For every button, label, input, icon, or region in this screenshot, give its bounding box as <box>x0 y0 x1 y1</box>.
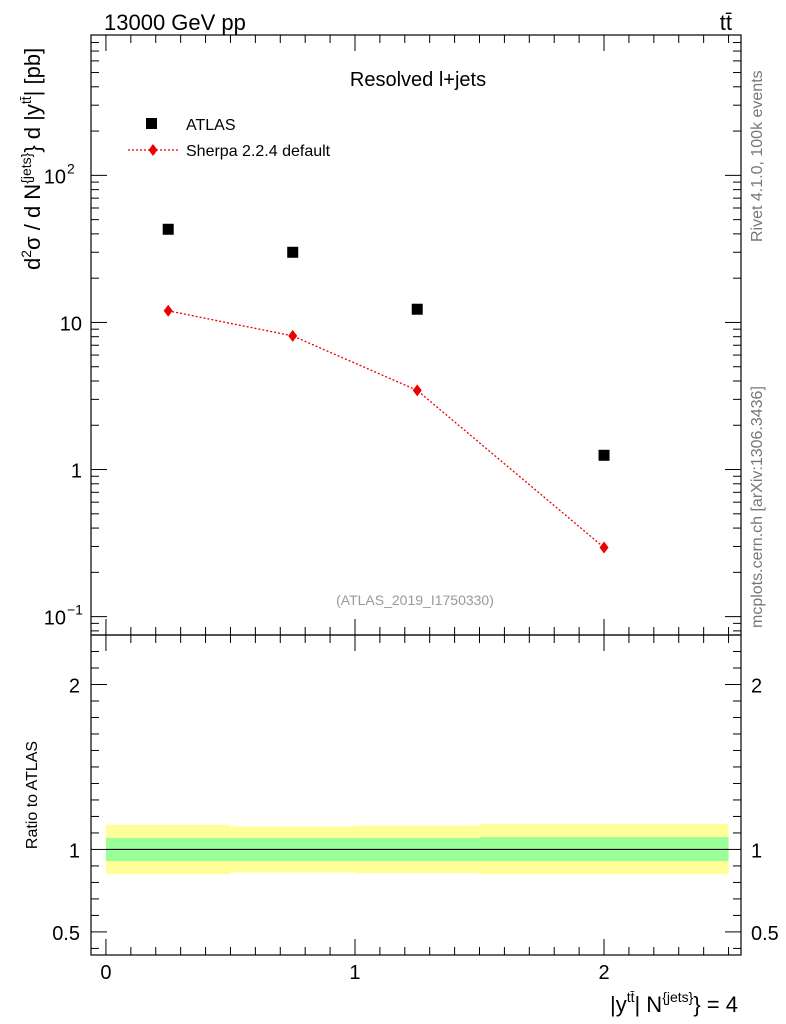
plot-title: Resolved l+jets <box>350 69 486 91</box>
x-tick-label: 1 <box>349 962 360 984</box>
sherpa-point <box>412 384 422 397</box>
energy-label: 13000 GeV pp <box>104 10 246 35</box>
x-tick-label: 0 <box>100 962 111 984</box>
legend-atlas-marker <box>146 118 157 129</box>
mcplots-label: mcplots.cern.ch [arXiv:1306.3436] <box>749 386 766 628</box>
upper-y-axis-label: d2σ / d N{jets}} d |ytt̄| [pb] <box>18 48 45 270</box>
ratio-bands <box>105 823 729 875</box>
lower-y-tick-label: 1 <box>69 840 80 862</box>
x-axis-label: |ytt̄| N{jets}} = 4 <box>610 989 738 1017</box>
sherpa-point <box>288 329 298 342</box>
ratio-y-axis-label: Ratio to ATLAS <box>24 741 41 849</box>
upper-data-marks <box>162 223 610 554</box>
ratio-plot-panel: 0.5 0.5 1 1 2 2 0 1 2 Ratio to ATLAS |ytt̄| N{je… <box>24 634 779 1017</box>
upper-y-tick-exponent: −1 <box>67 602 83 618</box>
atlas-point <box>411 303 423 315</box>
lower-y-tick-label-right: 1 <box>751 840 762 862</box>
process-label: tt̄ <box>720 10 732 35</box>
lower-y-tick-label-right: 0.5 <box>751 923 779 945</box>
upper-y-tick-exponent: 2 <box>67 160 75 176</box>
svg-text:d2σ / d N{jets}} d |ytt̄| [pb: d2σ / d N{jets}} d |ytt̄| [pb] <box>18 48 45 270</box>
legend-sherpa-label: Sherpa 2.2.4 default <box>186 143 331 160</box>
upper-y-tick-label: 1 <box>71 461 82 483</box>
svg-text:|ytt̄| N{jets}} = 4: |ytt̄| N{jets}} = 4 <box>610 989 738 1017</box>
legend-atlas-label: ATLAS <box>186 117 236 134</box>
legend-sherpa-marker <box>148 144 158 156</box>
atlas-point <box>287 246 299 258</box>
sherpa-point <box>163 304 173 317</box>
atlas-point <box>162 223 174 235</box>
lower-frame <box>90 634 742 956</box>
upper-y-tick-label: 10 <box>60 313 82 335</box>
sherpa-line <box>168 310 605 549</box>
legend: ATLAS Sherpa 2.2.4 default <box>128 117 331 160</box>
lower-y-tick-label-right: 2 <box>751 675 762 697</box>
lower-y-tick-label: 0.5 <box>52 923 80 945</box>
main-plot-panel: Resolved l+jets (ATLAS_2019_I1750330) AT… <box>18 34 742 636</box>
sherpa-point <box>599 541 609 554</box>
analysis-watermark: (ATLAS_2019_I1750330) <box>336 592 494 608</box>
lower-y-tick-label: 2 <box>69 675 80 697</box>
lower-axis-ticks: 0.5 0.5 1 1 2 2 0 1 2 <box>52 635 779 984</box>
upper-y-tick-label: 10 <box>44 166 66 188</box>
upper-y-tick-label: 10 <box>44 608 66 630</box>
atlas-point <box>598 449 610 461</box>
x-tick-label: 2 <box>598 962 609 984</box>
rivet-label: Rivet 4.1.0, 100k events <box>749 70 766 242</box>
